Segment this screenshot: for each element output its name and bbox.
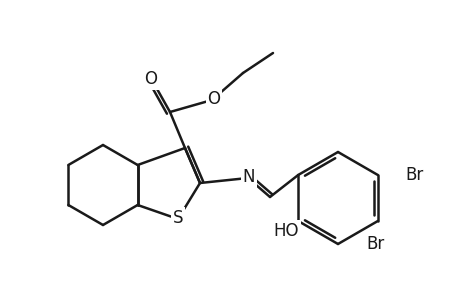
Text: S: S — [173, 209, 183, 227]
Text: O: O — [144, 70, 157, 88]
Text: Br: Br — [365, 235, 383, 253]
Text: Br: Br — [405, 166, 423, 184]
Text: HO: HO — [273, 222, 298, 240]
Text: O: O — [207, 90, 220, 108]
Text: N: N — [242, 168, 255, 186]
